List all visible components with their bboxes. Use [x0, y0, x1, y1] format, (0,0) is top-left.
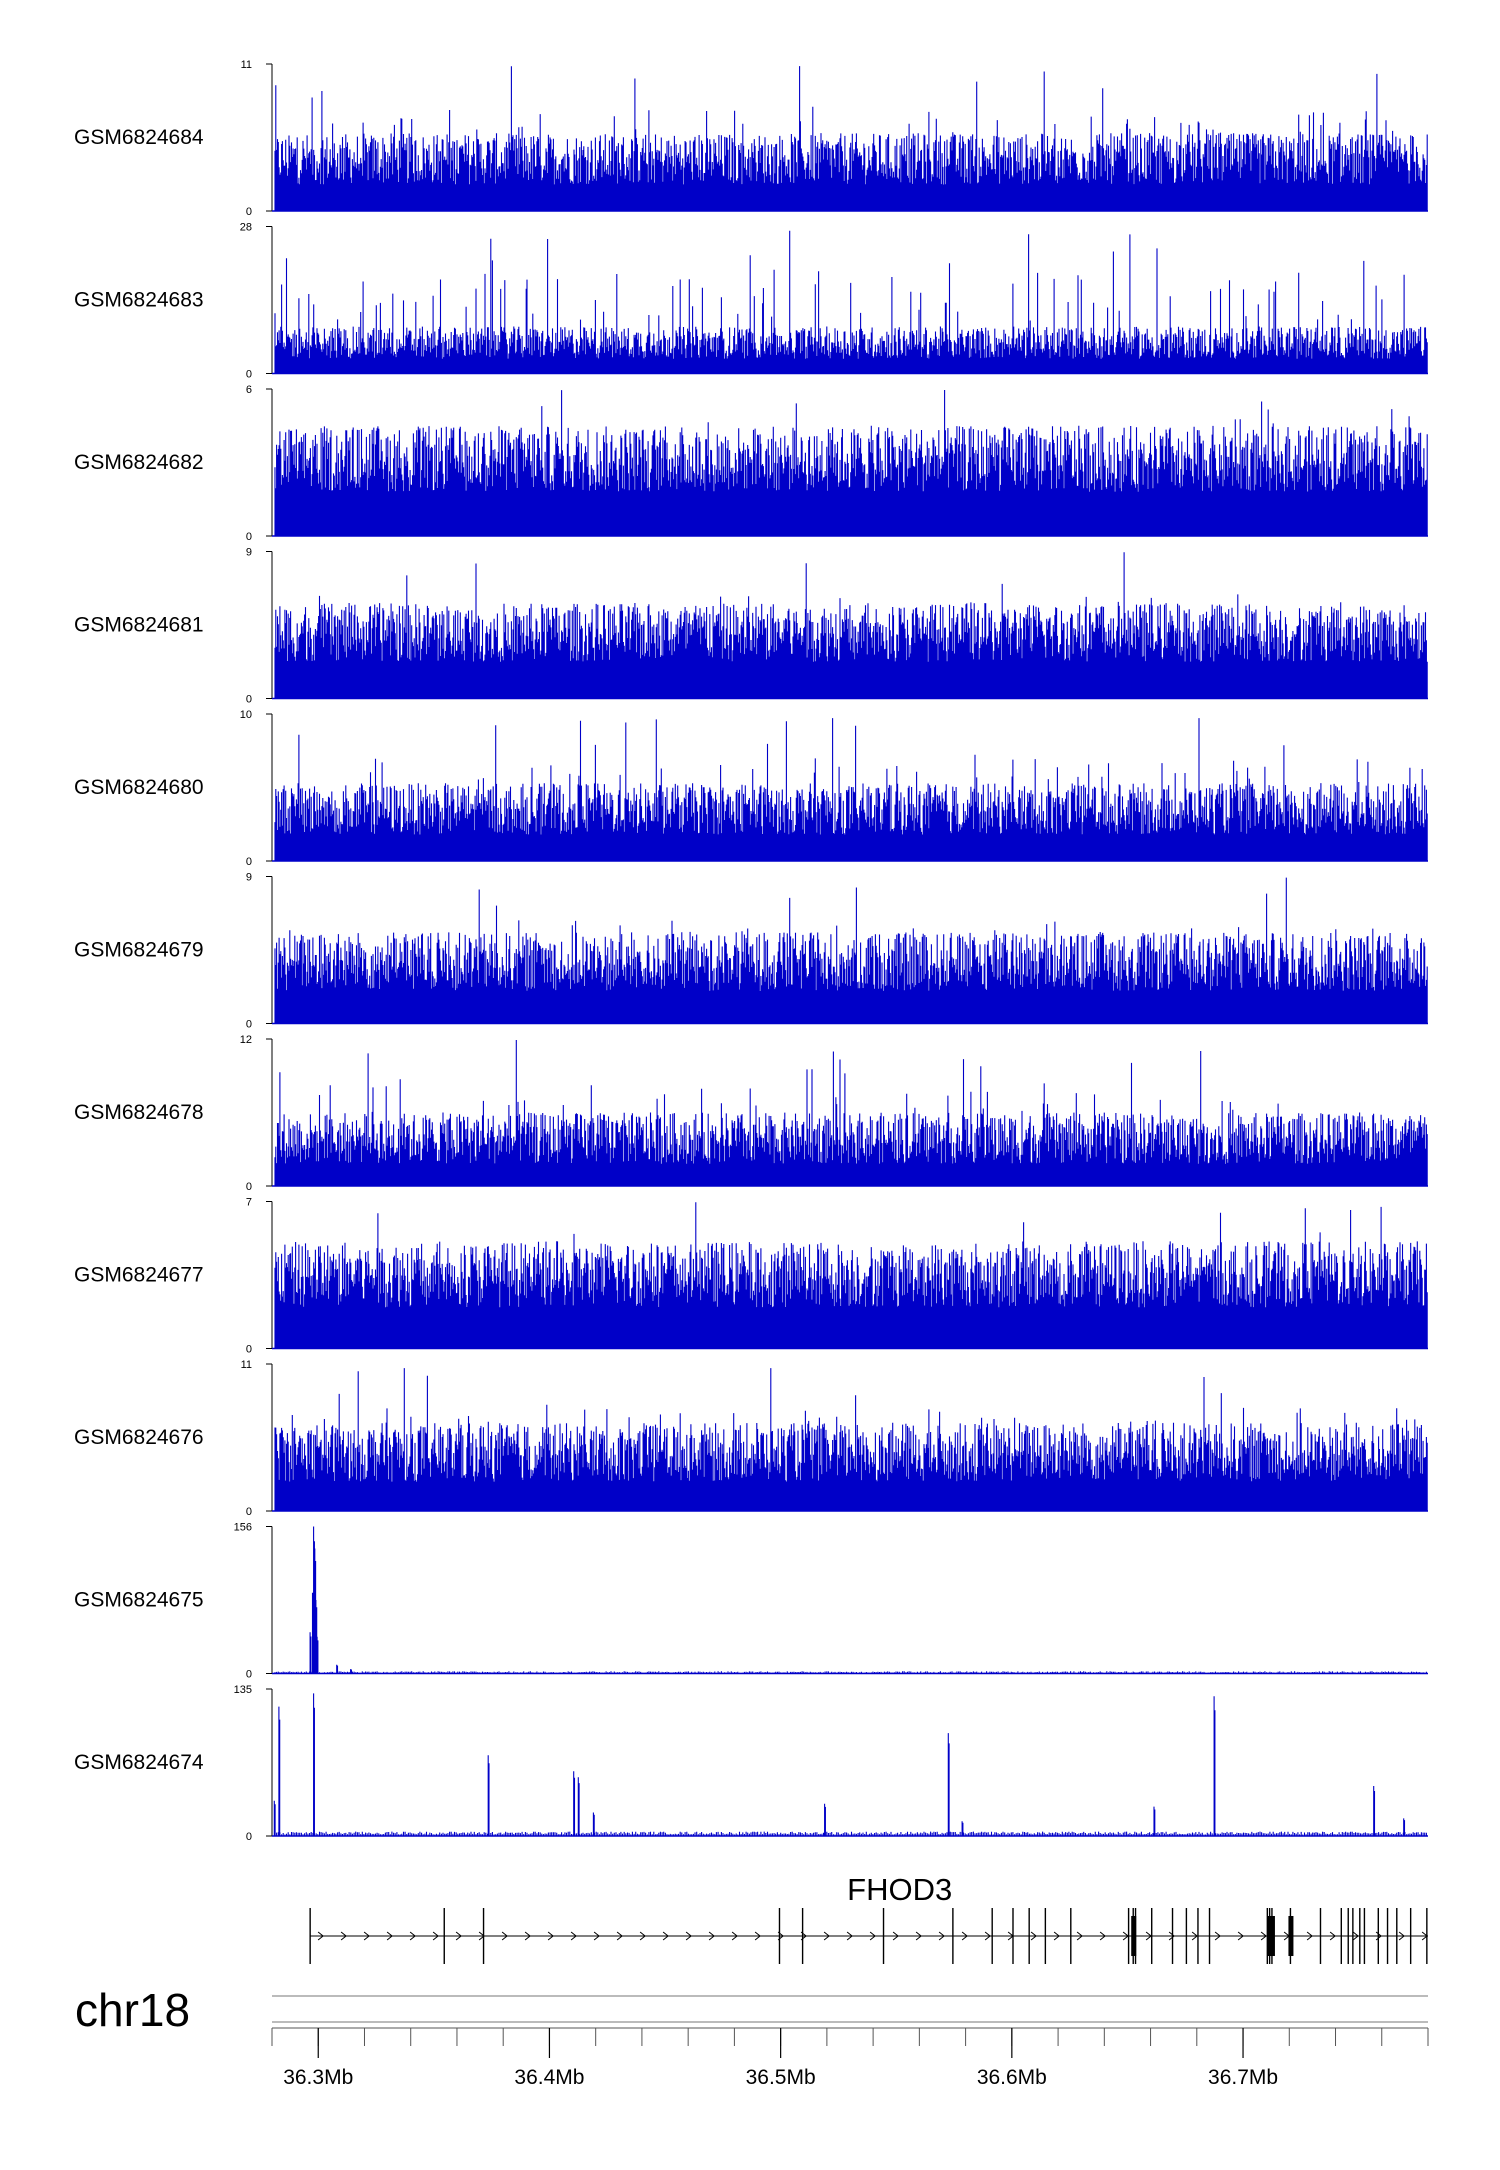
track-label: GSM6824684: [74, 126, 204, 149]
y-min-label: 0: [246, 1831, 252, 1843]
track-GSM6824680: GSM6824680 10 0: [74, 709, 1428, 868]
chromosome-ideogram: chr18: [75, 1984, 1428, 2036]
track-label: GSM6824683: [74, 289, 204, 312]
y-max-label: 10: [240, 709, 252, 721]
track-label: GSM6824680: [74, 776, 204, 799]
x-tick-label: 36.5Mb: [746, 2066, 816, 2089]
track-label: GSM6824682: [74, 451, 204, 474]
y-max-label: 6: [246, 384, 252, 396]
y-min-label: 0: [246, 856, 252, 868]
x-tick-label: 36.6Mb: [977, 2066, 1047, 2089]
track-label: GSM6824678: [74, 1101, 204, 1124]
signal-series: [274, 552, 1428, 699]
y-max-label: 11: [241, 59, 252, 71]
signal-tracks: GSM6824684110GSM6824683280GSM682468260GS…: [74, 59, 1428, 1843]
track-GSM6824677: GSM6824677 7 0: [74, 1197, 1428, 1356]
signal-series: [274, 1368, 1428, 1511]
exon: [1131, 1916, 1137, 1956]
signal-series: [273, 1693, 1427, 1836]
y-max-label: 28: [240, 222, 252, 234]
y-min-label: 0: [246, 1506, 252, 1518]
signal-series: [274, 877, 1428, 1024]
gene-label: FHOD3: [847, 1872, 952, 1907]
y-min-label: 0: [246, 1181, 252, 1193]
track-GSM6824681: GSM6824681 9 0: [74, 547, 1428, 706]
track-GSM6824679: GSM6824679 9 0: [74, 872, 1428, 1031]
strand-arrows: [317, 1931, 1428, 1941]
y-max-label: 135: [234, 1684, 252, 1696]
exon: [1269, 1916, 1275, 1956]
exon: [1288, 1916, 1294, 1956]
gene-track: FHOD3: [309, 1872, 1428, 1964]
y-min-label: 0: [246, 1344, 252, 1356]
y-max-label: 11: [241, 1359, 252, 1371]
track-GSM6824682: GSM6824682 6 0: [74, 384, 1428, 543]
track-GSM6824678: GSM6824678 12 0: [74, 1034, 1428, 1193]
y-max-label: 7: [246, 1197, 252, 1209]
track-label: GSM6824679: [74, 939, 204, 962]
track-GSM6824674: GSM6824674 135 0: [74, 1684, 1428, 1843]
signal-series: [274, 390, 1428, 536]
y-max-label: 12: [240, 1034, 252, 1046]
y-max-label: 9: [246, 547, 252, 559]
y-min-label: 0: [246, 206, 252, 218]
signal-series: [274, 718, 1428, 861]
y-min-label: 0: [246, 694, 252, 706]
y-min-label: 0: [246, 369, 252, 381]
signal-series: [274, 66, 1428, 211]
track-GSM6824675: GSM6824675 156 0: [74, 1522, 1428, 1681]
track-GSM6824684: GSM6824684 11 0: [74, 59, 1428, 218]
y-max-label: 156: [234, 1522, 252, 1534]
y-min-label: 0: [246, 531, 252, 543]
signal-series: [274, 1526, 1427, 1674]
signal-series: [274, 1202, 1428, 1349]
track-label: GSM6824675: [74, 1589, 204, 1612]
x-tick-label: 36.3Mb: [283, 2066, 353, 2089]
chromosome-label: chr18: [75, 1984, 190, 2036]
genomic-axis: 36.3Mb 36.4Mb 36.5Mb 36.6Mb 36.7Mb: [271, 2027, 1429, 2089]
x-tick-label: 36.4Mb: [514, 2066, 584, 2089]
y-min-label: 0: [246, 1669, 252, 1681]
signal-series: [274, 1040, 1428, 1186]
y-min-label: 0: [246, 1019, 252, 1031]
track-label: GSM6824681: [74, 614, 204, 637]
x-tick-label: 36.7Mb: [1208, 2066, 1278, 2089]
track-label: GSM6824677: [74, 1264, 204, 1287]
track-label: GSM6824676: [74, 1426, 204, 1449]
track-GSM6824683: GSM6824683 28 0: [74, 222, 1428, 381]
y-max-label: 9: [246, 872, 252, 884]
signal-series: [274, 230, 1428, 374]
track-GSM6824676: GSM6824676 11 0: [74, 1359, 1428, 1518]
track-label: GSM6824674: [74, 1751, 204, 1774]
